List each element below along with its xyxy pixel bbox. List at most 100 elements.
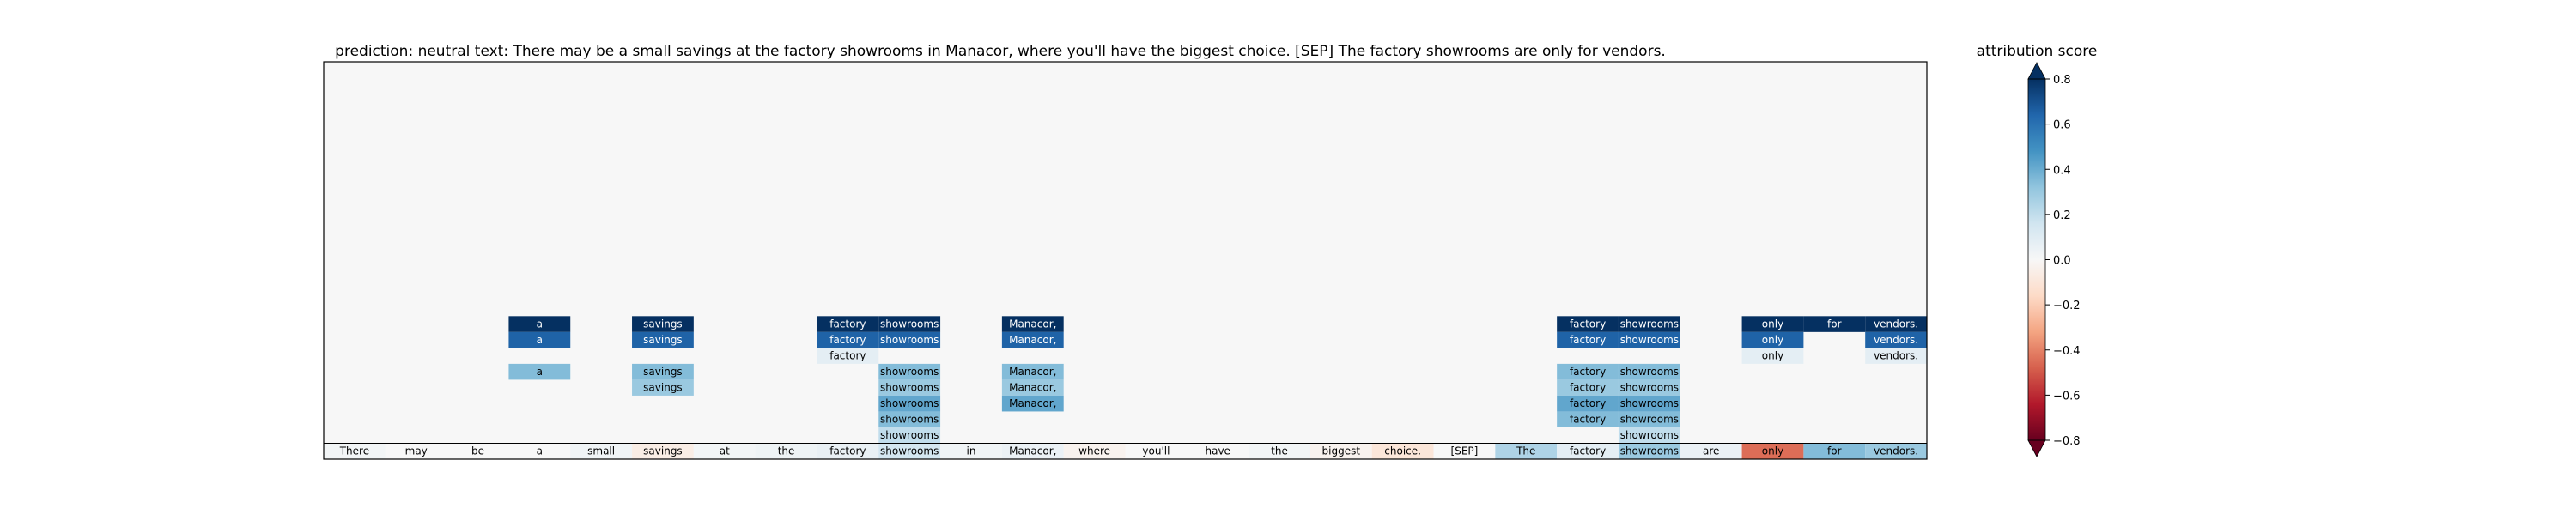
heatmap-cell-label: Manacor,: [1009, 397, 1056, 409]
heatmap-cell: [1618, 379, 1680, 396]
heatmap-cell: [632, 363, 694, 380]
heatmap-cell-label: vendors.: [1874, 318, 1918, 330]
token-label: biggest: [1322, 445, 1361, 457]
token-attribution-cell: [1865, 443, 1927, 459]
heatmap-cell-label: showrooms: [880, 429, 939, 441]
token-label: you'll: [1142, 445, 1170, 457]
token-attribution-cell: [1309, 443, 1372, 459]
heatmap-cell-label: factory: [1570, 397, 1606, 409]
token-attribution-cell: [1001, 443, 1064, 459]
colorbar-gradient: [2028, 79, 2045, 440]
heatmap-cell-label: factory: [829, 350, 866, 362]
colorbar-tick-label: −0.4: [2053, 345, 2081, 358]
heatmap-cell: [508, 331, 571, 348]
colorbar: 0.8 0.6 0.4 0.2 0.0 −0.2 −0.4 −0.6 −0.8: [2027, 62, 2081, 457]
heatmap-cell: [817, 316, 879, 332]
heatmap-cell-label: factory: [829, 318, 866, 330]
heatmap-cell-label: showrooms: [1620, 429, 1679, 441]
heatmap-cell-label: factory: [1570, 318, 1606, 330]
heatmap-cell-label: Manacor,: [1009, 366, 1056, 378]
heatmap-cell: [508, 363, 571, 380]
token-label: the: [1271, 445, 1288, 457]
heatmap-cell: [1803, 316, 1866, 332]
heatmap-cell: [1618, 395, 1680, 412]
colorbar-tick-label: −0.8: [2053, 435, 2081, 448]
colorbar-tick-label: 0.0: [2053, 255, 2071, 268]
heatmap-cell-label: savings: [643, 318, 683, 330]
heatmap-cell: [1557, 331, 1619, 348]
token-attribution-cell: [1125, 443, 1188, 459]
token-label: are: [1703, 445, 1719, 457]
token-label: for: [1827, 445, 1842, 457]
heatmap-cell: [817, 348, 879, 364]
heatmap-cell-label: vendors.: [1874, 334, 1918, 346]
heatmap-cell: [817, 331, 879, 348]
heatmap-cell-label: showrooms: [880, 366, 939, 378]
token-attribution-cell: [1741, 443, 1804, 459]
heatmap-cell-label: showrooms: [880, 318, 939, 330]
token-label: [SEP]: [1451, 445, 1479, 457]
token-attribution-cell: [324, 443, 386, 459]
heatmap-cell-label: factory: [1570, 414, 1606, 426]
heatmap-cell: [1557, 395, 1619, 412]
heatmap-cell-label: a: [537, 318, 543, 330]
heatmap-cell-label: showrooms: [880, 414, 939, 426]
heatmap-cell-label: Manacor,: [1009, 334, 1056, 346]
token-attribution-cell: [508, 443, 571, 459]
token-attribution-cell: [1371, 443, 1434, 459]
heatmap-cell: [1741, 331, 1804, 348]
heatmap-cell-label: Manacor,: [1009, 382, 1056, 394]
token-attribution-cell: [817, 443, 879, 459]
token-label: factory: [829, 445, 866, 457]
heatmap-cell-label: only: [1762, 350, 1783, 362]
heatmap-cell-label: showrooms: [1620, 397, 1679, 409]
token-label: There: [339, 445, 369, 457]
heatmap-cell: [1865, 348, 1927, 364]
heatmap-cell-label: savings: [643, 366, 683, 378]
heatmap-cell-label: showrooms: [1620, 414, 1679, 426]
token-attribution-cell: [940, 443, 1002, 459]
heatmap-cell: [1618, 363, 1680, 380]
token-label: may: [405, 445, 428, 457]
token-attribution-cell: [570, 443, 633, 459]
token-attribution-cell: [1557, 443, 1619, 459]
heatmap-cell-label: showrooms: [1620, 334, 1679, 346]
heatmap-cell: [632, 316, 694, 332]
heatmap-cell: [1557, 316, 1619, 332]
token-label: in: [967, 445, 976, 457]
token-label: a: [537, 445, 543, 457]
colorbar-title: attribution score: [1977, 43, 2098, 60]
token-attribution-cell: [693, 443, 756, 459]
token-attribution-cell: [755, 443, 817, 459]
heatmap-cell: [1865, 316, 1927, 332]
heatmap-cell-label: vendors.: [1874, 350, 1918, 362]
heatmap-cell-label: showrooms: [880, 397, 939, 409]
heatmap-cell: [1618, 331, 1680, 348]
token-attribution-cell: [1063, 443, 1126, 459]
heatmap-cell: [1001, 363, 1064, 380]
heatmap-cell-label: savings: [643, 382, 683, 394]
token-attribution-cell: [1249, 443, 1310, 459]
heatmap-cell-label: only: [1762, 318, 1783, 330]
heatmap-cell-label: savings: [643, 334, 683, 346]
token-attribution-cell: [1618, 443, 1680, 459]
colorbar-tick-label: 0.4: [2053, 164, 2071, 177]
colorbar-extend-min: [2027, 439, 2046, 457]
heatmap-cell-label: showrooms: [1620, 382, 1679, 394]
heatmap-cell: [1618, 411, 1680, 427]
heatmap-cell: [632, 379, 694, 396]
colorbar-extend-max: [2027, 62, 2046, 80]
token-attribution-cell: [1187, 443, 1249, 459]
colorbar-tick-label: 0.2: [2053, 209, 2071, 222]
token-label: the: [778, 445, 795, 457]
heatmap-cell: [1865, 331, 1927, 348]
token-label: small: [587, 445, 615, 457]
token-attribution-cell: [632, 443, 694, 459]
heatmap-cell: [878, 331, 941, 348]
token-label: Manacor,: [1009, 445, 1056, 457]
heatmap-cell: [878, 411, 941, 427]
heatmap-cell-label: Manacor,: [1009, 318, 1056, 330]
heatmap-cell-label: showrooms: [880, 382, 939, 394]
heatmap-cell: [508, 316, 571, 332]
